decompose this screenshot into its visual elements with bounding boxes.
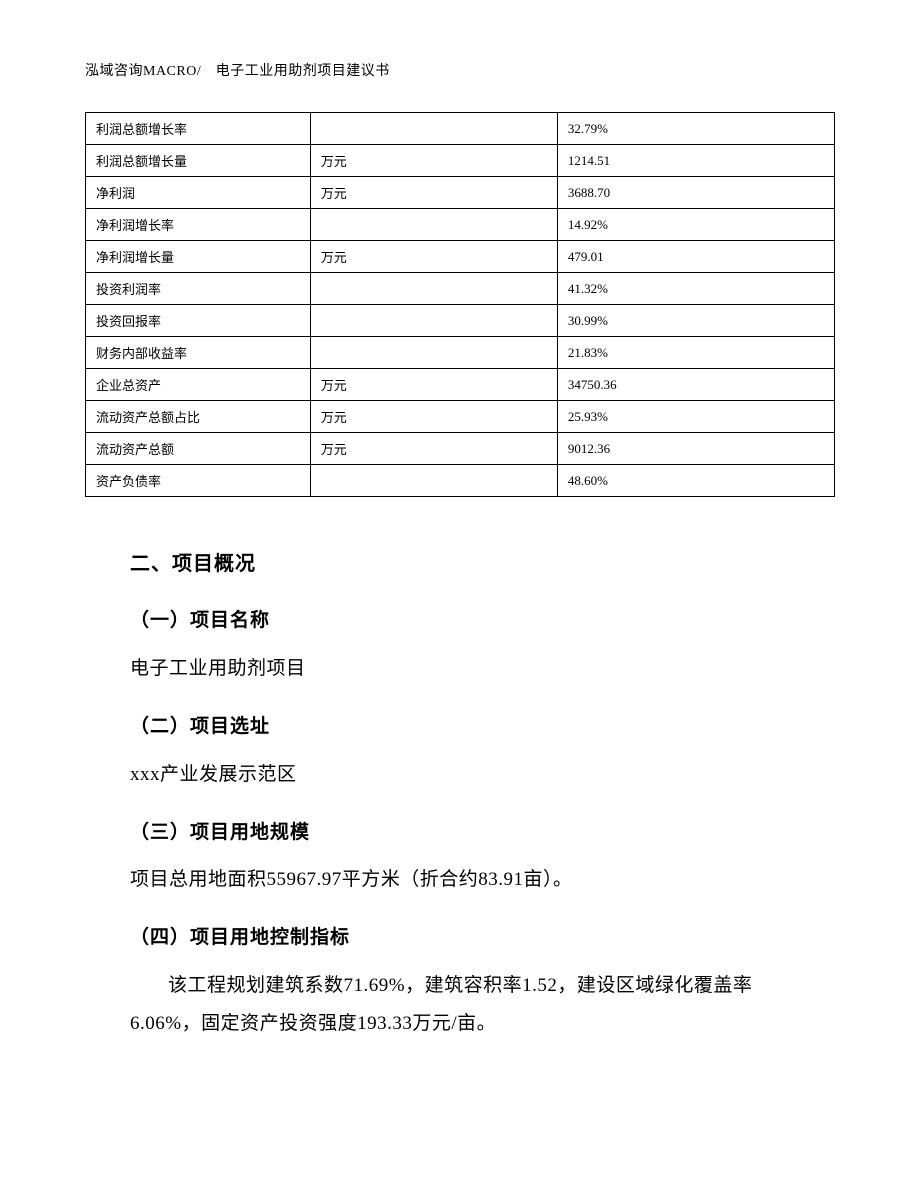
row-value: 34750.36 (557, 369, 834, 401)
row-label: 投资利润率 (86, 273, 311, 305)
table-row: 投资回报率 30.99% (86, 305, 835, 337)
table-row: 净利润增长量 万元 479.01 (86, 241, 835, 273)
table-row: 投资利润率 41.32% (86, 273, 835, 305)
row-value: 25.93% (557, 401, 834, 433)
row-unit (310, 209, 557, 241)
page-header: 泓域咨询MACRO/ 电子工业用助剂项目建议书 (85, 60, 835, 80)
row-label: 净利润增长率 (86, 209, 311, 241)
body-text-4: 该工程规划建筑系数71.69%，建筑容积率1.52，建设区域绿化覆盖率6.06%… (130, 967, 790, 1043)
sub-title-4: （四）项目用地控制指标 (130, 917, 790, 959)
row-label: 利润总额增长量 (86, 145, 311, 177)
table-row: 资产负债率 48.60% (86, 465, 835, 497)
row-value: 3688.70 (557, 177, 834, 209)
sub-title-2: （二）项目选址 (130, 706, 790, 748)
row-value: 479.01 (557, 241, 834, 273)
row-label: 流动资产总额占比 (86, 401, 311, 433)
row-label: 投资回报率 (86, 305, 311, 337)
sub-title-3: （三）项目用地规模 (130, 812, 790, 854)
body-text-2: xxx产业发展示范区 (130, 756, 790, 794)
row-value: 48.60% (557, 465, 834, 497)
row-value: 14.92% (557, 209, 834, 241)
table-row: 财务内部收益率 21.83% (86, 337, 835, 369)
row-unit: 万元 (310, 369, 557, 401)
row-value: 41.32% (557, 273, 834, 305)
row-unit (310, 337, 557, 369)
table-row: 净利润增长率 14.92% (86, 209, 835, 241)
row-label: 利润总额增长率 (86, 113, 311, 145)
row-label: 净利润增长量 (86, 241, 311, 273)
table-row: 企业总资产 万元 34750.36 (86, 369, 835, 401)
table-row: 净利润 万元 3688.70 (86, 177, 835, 209)
financial-table: 利润总额增长率 32.79% 利润总额增长量 万元 1214.51 净利润 万元… (85, 112, 835, 497)
table-row: 流动资产总额占比 万元 25.93% (86, 401, 835, 433)
row-value: 9012.36 (557, 433, 834, 465)
row-label: 流动资产总额 (86, 433, 311, 465)
row-value: 1214.51 (557, 145, 834, 177)
content-section: 二、项目概况 （一）项目名称 电子工业用助剂项目 （二）项目选址 xxx产业发展… (85, 542, 835, 1043)
row-label: 资产负债率 (86, 465, 311, 497)
row-value: 21.83% (557, 337, 834, 369)
section-title: 二、项目概况 (130, 542, 790, 586)
row-label: 净利润 (86, 177, 311, 209)
row-unit: 万元 (310, 433, 557, 465)
row-unit: 万元 (310, 401, 557, 433)
sub-title-1: （一）项目名称 (130, 600, 790, 642)
body-text-3: 项目总用地面积55967.97平方米（折合约83.91亩）。 (130, 861, 790, 899)
table-row: 利润总额增长率 32.79% (86, 113, 835, 145)
row-value: 32.79% (557, 113, 834, 145)
row-unit (310, 113, 557, 145)
table-row: 流动资产总额 万元 9012.36 (86, 433, 835, 465)
row-unit: 万元 (310, 145, 557, 177)
row-label: 企业总资产 (86, 369, 311, 401)
row-label: 财务内部收益率 (86, 337, 311, 369)
row-unit: 万元 (310, 241, 557, 273)
row-value: 30.99% (557, 305, 834, 337)
row-unit: 万元 (310, 177, 557, 209)
table-body: 利润总额增长率 32.79% 利润总额增长量 万元 1214.51 净利润 万元… (86, 113, 835, 497)
body-text-1: 电子工业用助剂项目 (130, 650, 790, 688)
row-unit (310, 305, 557, 337)
row-unit (310, 273, 557, 305)
table-row: 利润总额增长量 万元 1214.51 (86, 145, 835, 177)
row-unit (310, 465, 557, 497)
